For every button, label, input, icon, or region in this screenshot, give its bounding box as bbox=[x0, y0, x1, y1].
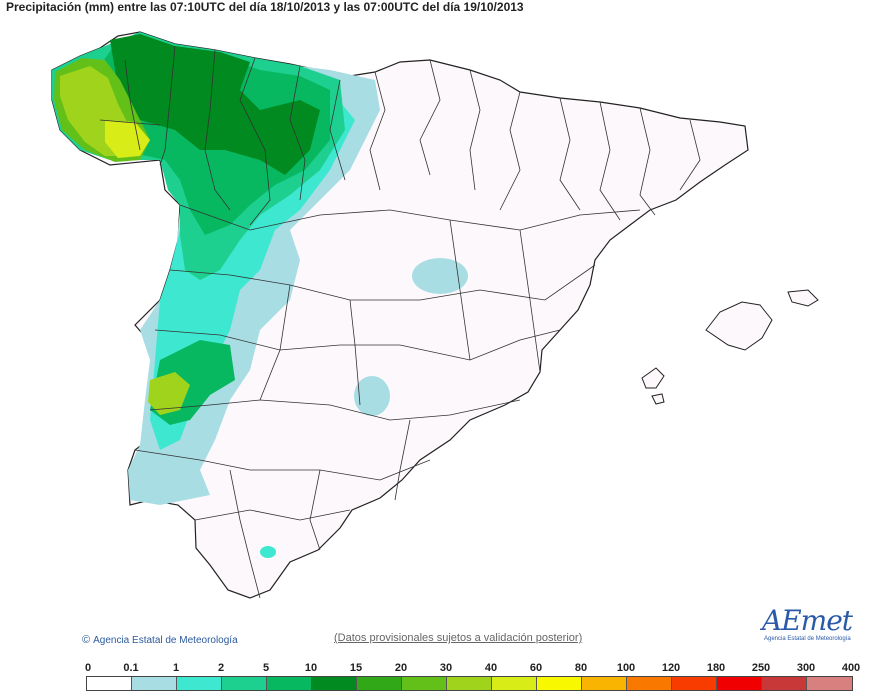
legend-swatch bbox=[357, 677, 402, 690]
legend-tick-label: 1 bbox=[172, 662, 180, 674]
aemet-logo-word: AEmet bbox=[762, 604, 853, 637]
copyright-text: Agencia Estatal de Meteorología bbox=[93, 635, 238, 646]
legend-swatch bbox=[177, 677, 222, 690]
rain-field-yellow bbox=[105, 120, 150, 158]
legend-tick-label: 100 bbox=[616, 662, 636, 674]
aemet-logo: AEmet Agencia Estatal de Meteorología bbox=[758, 604, 853, 648]
legend-swatch bbox=[312, 677, 357, 690]
legend-tick-label: 5 bbox=[262, 662, 270, 674]
legend-swatch bbox=[717, 677, 762, 690]
mallorca bbox=[705, 301, 773, 351]
legend-swatch bbox=[267, 677, 312, 690]
legend-tick-label: 10 bbox=[304, 662, 318, 674]
legend-swatch bbox=[627, 677, 672, 690]
legend-tick-label: 300 bbox=[796, 662, 816, 674]
legend-tick-label: 0 bbox=[84, 662, 92, 674]
legend-swatch bbox=[132, 677, 177, 690]
legend-tick-label: 30 bbox=[439, 662, 453, 674]
legend-swatch bbox=[447, 677, 492, 690]
copyright-note: © Agencia Estatal de Meteorología bbox=[82, 634, 238, 646]
rain-patch-cyan-small bbox=[260, 546, 276, 558]
rain-patch-center bbox=[412, 258, 468, 294]
legend-tick-label: 20 bbox=[394, 662, 408, 674]
legend-swatch bbox=[582, 677, 627, 690]
legend-swatch bbox=[222, 677, 267, 690]
legend-tick-label: 120 bbox=[661, 662, 681, 674]
legend-swatch bbox=[807, 677, 852, 690]
legend-tick-label: 250 bbox=[751, 662, 771, 674]
legend-tick-label: 40 bbox=[484, 662, 498, 674]
menorca bbox=[787, 289, 819, 307]
aemet-logo-subtitle: Agencia Estatal de Meteorología bbox=[764, 636, 851, 642]
formentera bbox=[651, 393, 665, 405]
legend-tick-label: 15 bbox=[349, 662, 363, 674]
legend-tick-label: 80 bbox=[574, 662, 588, 674]
legend-color-bar bbox=[86, 676, 853, 691]
legend-tick-label: 2 bbox=[217, 662, 225, 674]
rain-field-lime-south bbox=[148, 372, 190, 415]
province-boundaries bbox=[99, 45, 701, 599]
precipitation-fields bbox=[52, 32, 468, 558]
rain-field-dark-green bbox=[110, 34, 320, 175]
rain-patch-south bbox=[354, 376, 390, 416]
legend-swatch bbox=[672, 677, 717, 690]
copyright-icon: © bbox=[82, 634, 91, 646]
legend-swatch bbox=[87, 677, 132, 690]
legend-tick-label: 0.1 bbox=[123, 662, 139, 674]
ibiza bbox=[641, 367, 665, 389]
legend-tick-label: 180 bbox=[706, 662, 726, 674]
legend-swatch bbox=[492, 677, 537, 690]
legend-swatch bbox=[537, 677, 582, 690]
map-title: Precipitación (mm) entre las 07:10UTC de… bbox=[6, 0, 524, 14]
legend-tick-label: 400 bbox=[841, 662, 861, 674]
legend-swatch bbox=[762, 677, 807, 690]
precipitation-legend: 0 0.1 1 2 5 10 15 20 30 40 60 80 100 120 180 250 300 400 bbox=[84, 662, 860, 692]
legend-tick-label: 60 bbox=[529, 662, 543, 674]
disclaimer: (Datos provisionales sujetos a validació… bbox=[334, 632, 583, 644]
legend-swatch bbox=[402, 677, 447, 690]
